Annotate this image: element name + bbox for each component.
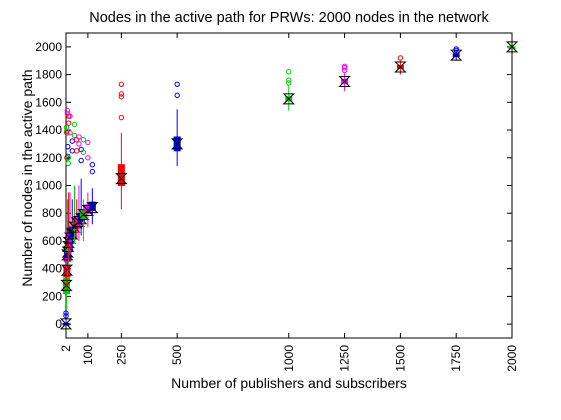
median-marker-top: [86, 202, 99, 209]
y-tick-label: 600: [42, 234, 62, 248]
outlier-point: [85, 155, 91, 161]
y-tick-label: 1400: [35, 123, 62, 137]
chart-title: Nodes in the active path for PRWs: 2000 …: [89, 10, 489, 26]
x-tick-label: 1250: [338, 345, 352, 372]
median-marker-top: [170, 138, 184, 145]
outlier-point: [118, 91, 125, 97]
outlier-point: [341, 63, 348, 69]
outlier-point: [78, 157, 84, 164]
y-tick-label: 400: [42, 262, 62, 276]
outlier-point: [67, 113, 73, 119]
box-body: [117, 164, 125, 186]
outlier-point: [67, 130, 73, 136]
outlier-point: [174, 81, 180, 87]
median-marker-top: [394, 61, 407, 68]
y-tick-label: 1800: [35, 68, 62, 82]
outlier-point: [286, 77, 292, 83]
outlier-point: [118, 94, 125, 100]
outlier-point: [174, 92, 180, 99]
outlier-point: [89, 168, 96, 175]
y-tick-label: 800: [42, 206, 62, 220]
median-marker-bottom: [338, 80, 351, 88]
x-tick-label: 1500: [393, 345, 407, 372]
outlier-point: [65, 120, 72, 126]
box-21: [449, 46, 463, 61]
median-marker-bottom: [449, 54, 463, 61]
outlier-point: [76, 134, 82, 140]
median-marker-top: [505, 41, 519, 48]
median-marker-top: [449, 49, 463, 56]
y-tick-label: 1000: [35, 179, 62, 193]
outlier-point: [286, 69, 292, 75]
median-marker-bottom: [59, 323, 73, 330]
outlier-point: [89, 162, 96, 168]
outlier-point: [286, 80, 292, 86]
box-17: [170, 81, 184, 167]
outlier-point: [85, 139, 91, 146]
outlier-point: [63, 313, 69, 319]
median-marker-top: [115, 173, 128, 180]
median-marker-bottom: [282, 98, 295, 105]
x-tick-label: 500: [170, 345, 184, 365]
median-marker-top: [59, 318, 73, 325]
y-tick-label: 1200: [35, 151, 62, 165]
box-22: [505, 41, 519, 53]
outlier-point: [65, 143, 71, 150]
box-14: [81, 139, 95, 228]
outlier-point: [63, 124, 70, 130]
median-marker-bottom: [505, 46, 519, 53]
box-15: [86, 162, 99, 225]
box-body: [88, 201, 96, 211]
box-16: [115, 81, 128, 210]
box-19: [338, 63, 351, 92]
outlier-point: [71, 121, 78, 128]
box-18: [282, 69, 295, 111]
median-marker-top: [282, 93, 295, 100]
outlier-point: [64, 130, 70, 136]
median-marker-bottom: [60, 284, 73, 291]
x-tick-label: 100: [81, 345, 95, 365]
x-axis-label: Number of publishers and subscribers: [171, 375, 407, 391]
plot-area: [59, 32, 519, 339]
y-tick-label: 1600: [35, 95, 62, 109]
outlier-point: [397, 55, 404, 61]
x-tick-label: 1000: [282, 345, 296, 372]
outlier-point: [64, 107, 71, 114]
y-axis-label: Number of nodes in the active path: [19, 69, 35, 286]
outlier-point: [65, 160, 71, 167]
median-marker-bottom: [170, 143, 184, 150]
outlier-point: [118, 114, 125, 121]
outlier-point: [63, 310, 69, 316]
median-marker-bottom: [77, 213, 90, 221]
median-marker-bottom: [394, 66, 407, 73]
median-marker-bottom: [62, 241, 75, 248]
outlier-point: [65, 155, 71, 161]
outlier-point: [64, 110, 71, 117]
x-tick-labels: 2 100 250 500 1000 1250 1500 1750 2000: [59, 345, 519, 372]
median-marker-bottom: [115, 177, 128, 185]
box-0: [59, 310, 73, 330]
outlier-point: [80, 149, 87, 155]
outlier-point: [453, 46, 459, 52]
y-tick-label: 200: [42, 289, 62, 303]
x-tick-label: 250: [114, 345, 128, 365]
median-marker-top: [338, 76, 351, 83]
x-tick-label: 2000: [505, 345, 519, 372]
median-marker-bottom: [86, 206, 99, 214]
x-tick-label: 2: [59, 345, 73, 352]
outlier-point: [118, 81, 125, 87]
y-tick-labels: 0 200 400 600 800 1000 1200 1400 1600 1800 2000: [35, 40, 62, 331]
outlier-point: [80, 137, 87, 143]
box-20: [394, 55, 407, 75]
x-tick-label: 1750: [449, 345, 463, 372]
y-tick-label: 2000: [35, 40, 62, 54]
outlier-point: [76, 141, 82, 147]
y-tick-label: 0: [55, 317, 62, 331]
